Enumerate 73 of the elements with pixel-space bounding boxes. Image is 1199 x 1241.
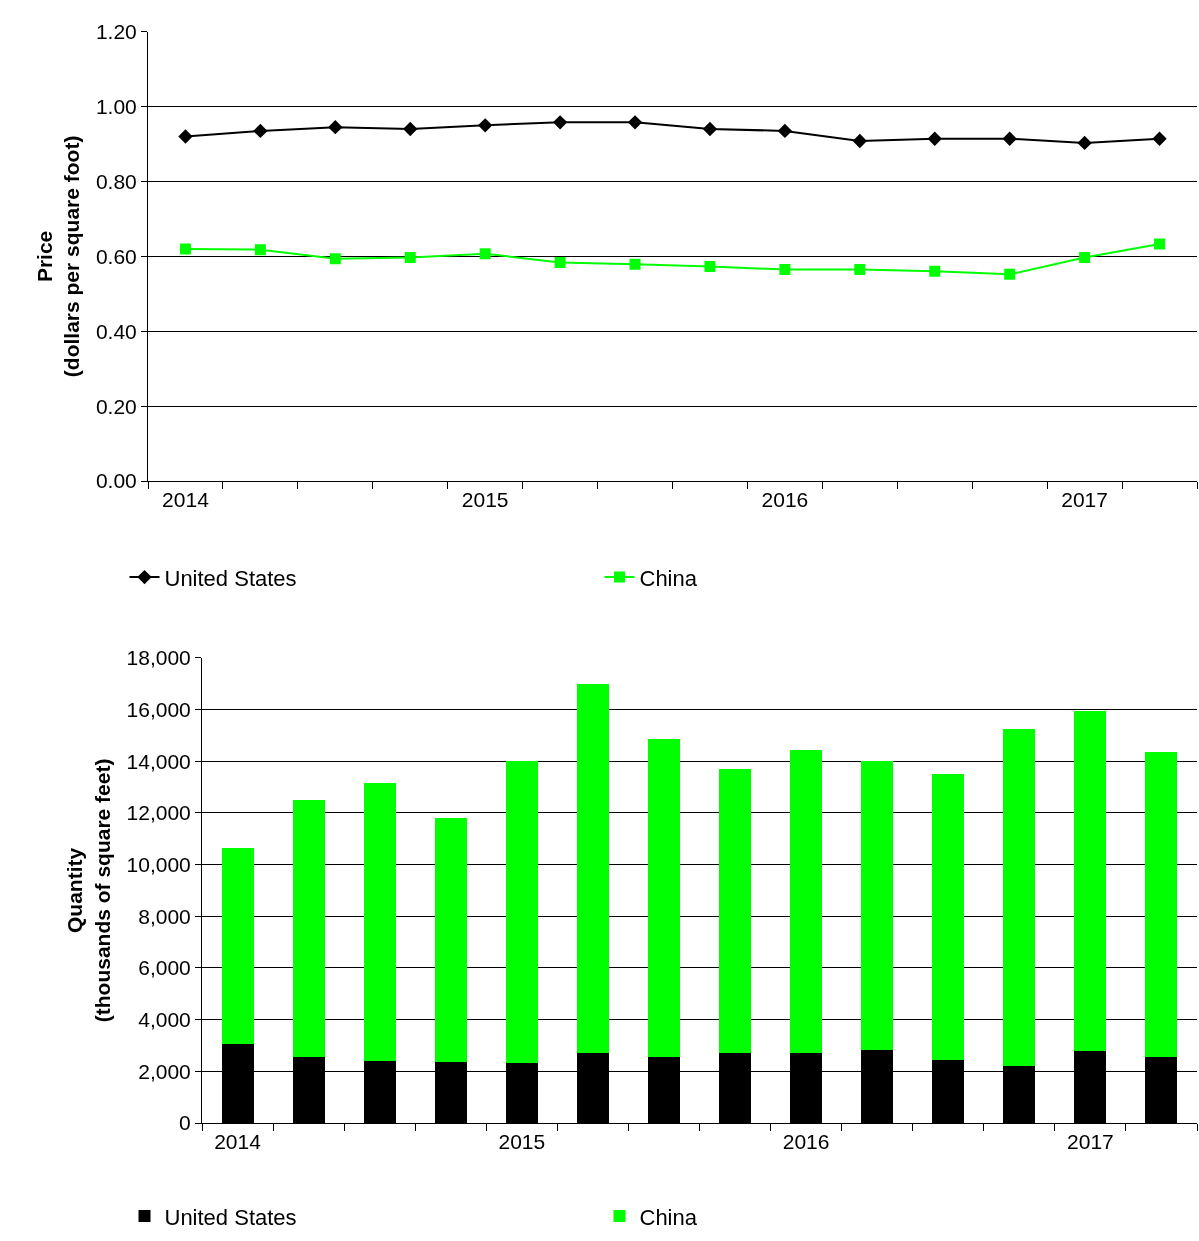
y-tick-label: 0.60 bbox=[95, 244, 137, 268]
legend-label: United States bbox=[164, 565, 297, 591]
point bbox=[552, 115, 568, 130]
y-tick-label: 12,000 bbox=[126, 801, 191, 825]
point bbox=[328, 120, 343, 135]
y-tick-label: 14,000 bbox=[126, 749, 191, 773]
point bbox=[1004, 268, 1016, 280]
x-tick-label: 2016 bbox=[782, 1130, 830, 1154]
x-tick-label: 2017 bbox=[1067, 1130, 1114, 1154]
point bbox=[1152, 131, 1167, 146]
legend-label: United States bbox=[164, 1204, 297, 1230]
point bbox=[1002, 131, 1017, 146]
bar bbox=[719, 768, 752, 1054]
point bbox=[854, 264, 866, 275]
point bbox=[554, 256, 566, 268]
y-tick-label: 6,000 bbox=[138, 956, 191, 980]
point bbox=[254, 244, 266, 256]
point bbox=[704, 261, 716, 272]
point bbox=[1077, 135, 1092, 151]
bar bbox=[1074, 710, 1107, 1052]
bar bbox=[221, 847, 254, 1045]
point bbox=[1154, 238, 1166, 250]
point bbox=[479, 248, 491, 260]
y-tick-label: 10,000 bbox=[126, 852, 191, 876]
y-tick-label: 0.20 bbox=[95, 394, 137, 418]
point bbox=[927, 131, 942, 146]
point bbox=[777, 123, 793, 139]
point bbox=[629, 258, 641, 270]
y-tick-label: 1.00 bbox=[95, 94, 137, 118]
y-tick-label: 4,000 bbox=[138, 1007, 191, 1031]
bar bbox=[932, 774, 965, 1060]
x-tick-label: 2016 bbox=[761, 488, 809, 512]
x-tick-label: 2015 bbox=[461, 488, 509, 512]
y-axis-title: Price (dollars per square foot) bbox=[32, 135, 84, 378]
y-tick-label: 16,000 bbox=[126, 697, 191, 721]
point bbox=[929, 265, 941, 277]
legend-label: China bbox=[639, 1204, 698, 1230]
legend-label: China bbox=[639, 565, 698, 591]
point bbox=[253, 123, 268, 139]
y-tick-label: 18,000 bbox=[126, 646, 191, 670]
point bbox=[404, 252, 416, 264]
y-axis-title: Quantity (thousands of square feet) bbox=[63, 758, 114, 1023]
y-tick-label: 0.00 bbox=[95, 469, 137, 493]
bar bbox=[1145, 752, 1178, 1058]
y-tick-label: 1.20 bbox=[95, 19, 137, 43]
y-tick-label: 0.40 bbox=[95, 319, 137, 343]
bar bbox=[505, 761, 538, 1064]
x-tick-label: 2015 bbox=[498, 1130, 546, 1154]
bar bbox=[292, 799, 325, 1058]
point bbox=[852, 133, 867, 149]
point bbox=[403, 121, 418, 137]
bar bbox=[576, 683, 609, 1054]
y-tick-label: 0 bbox=[179, 1111, 191, 1135]
bar bbox=[790, 749, 823, 1054]
bar bbox=[861, 761, 894, 1050]
point bbox=[478, 118, 493, 133]
y-tick-label: 0.80 bbox=[95, 169, 137, 193]
point bbox=[627, 115, 643, 130]
point bbox=[178, 129, 193, 144]
bar bbox=[434, 818, 467, 1063]
point bbox=[329, 253, 341, 265]
point bbox=[179, 243, 191, 255]
point bbox=[779, 264, 791, 275]
bar bbox=[647, 739, 680, 1058]
bar bbox=[1003, 728, 1036, 1067]
point bbox=[702, 121, 718, 137]
y-tick-label: 2,000 bbox=[138, 1059, 191, 1083]
point bbox=[1079, 252, 1091, 264]
x-tick-label: 2014 bbox=[162, 488, 210, 512]
bar bbox=[363, 783, 396, 1062]
y-tick-label: 8,000 bbox=[138, 904, 191, 928]
x-tick-label: 2014 bbox=[214, 1130, 262, 1154]
x-tick-label: 2017 bbox=[1061, 488, 1108, 512]
